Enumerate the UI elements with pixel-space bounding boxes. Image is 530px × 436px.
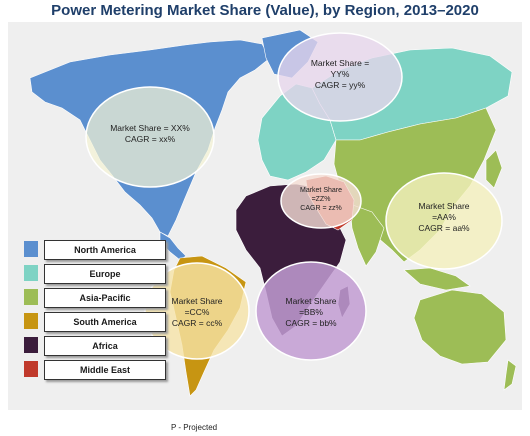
legend-label-south-america: South America	[44, 312, 166, 332]
legend-swatch-south-america	[24, 313, 38, 329]
legend-swatch-africa	[24, 337, 38, 353]
asia-pacific-bubble-text: Market Share =AA% CAGR = aa%	[400, 201, 488, 234]
legend-label-asia-pacific: Asia-Pacific	[44, 288, 166, 308]
legend-label-europe: Europe	[44, 264, 166, 284]
africa-share-value: =BB%	[299, 307, 323, 317]
south-america-share-label: Market Share	[171, 296, 223, 306]
india-shape	[349, 203, 385, 267]
europe-cagr: CAGR = yy%	[314, 80, 366, 90]
legend-swatch-europe	[24, 265, 38, 281]
north-america-bubble	[85, 86, 215, 188]
europe-bubble	[277, 32, 403, 122]
north-america-share: Market Share = XX%	[110, 123, 190, 133]
legend-swatch-middle-east	[24, 361, 38, 377]
africa-share-label: Market Share	[285, 296, 337, 306]
north-america-bubble-text: Market Share = XX% CAGR = xx%	[96, 123, 204, 145]
legend-item-south-america: South America	[24, 312, 166, 332]
footnote: P - Projected	[171, 423, 218, 432]
asia-pacific-share-value: =AA%	[432, 212, 456, 222]
legend-item-north-america: North America	[24, 240, 166, 260]
middle-east-bubble-text: Market Share =ZZ% CAGR = zz%	[291, 186, 351, 213]
europe-share-value: YY%	[330, 69, 350, 79]
africa-bubble	[255, 261, 367, 361]
europe-share-label: Market Share =	[310, 58, 370, 68]
middle-east-bubble	[280, 173, 362, 229]
legend-label-north-america: North America	[44, 240, 166, 260]
asia-pacific-cagr: CAGR = aa%	[418, 223, 470, 233]
legend-item-middle-east: Middle East	[24, 360, 166, 380]
legend-label-africa: Africa	[44, 336, 166, 356]
north-america-cagr: CAGR = xx%	[124, 134, 176, 144]
europe-bubble-text: Market Share = YY% CAGR = yy%	[290, 58, 390, 91]
middle-east-cagr: CAGR = zz%	[300, 205, 342, 212]
south-america-bubble	[144, 262, 250, 360]
south-america-cagr: CAGR = cc%	[171, 318, 223, 328]
legend-label-middle-east: Middle East	[44, 360, 166, 380]
africa-bubble-text: Market Share =BB% CAGR = bb%	[270, 296, 352, 329]
south-america-bubble-text: Market Share =CC% CAGR = cc%	[155, 296, 239, 329]
asia-pacific-share-label: Market Share	[418, 201, 470, 211]
new-zealand-shape	[503, 359, 517, 391]
middle-east-share-label: Market Share	[299, 187, 343, 194]
legend-item-africa: Africa	[24, 336, 166, 356]
middle-east-share-value: =ZZ%	[311, 196, 331, 203]
legend-item-asia-pacific: Asia-Pacific	[24, 288, 166, 308]
australia-shape	[413, 289, 507, 365]
south-america-share-value: =CC%	[184, 307, 210, 317]
legend-item-europe: Europe	[24, 264, 166, 284]
legend-swatch-north-america	[24, 241, 38, 257]
asia-pacific-bubble	[385, 172, 503, 270]
japan-shape	[485, 149, 503, 189]
legend-swatch-asia-pacific	[24, 289, 38, 305]
africa-cagr: CAGR = bb%	[285, 318, 337, 328]
map-title: Power Metering Market Share (Value), by …	[51, 2, 479, 19]
indonesia-shape	[403, 267, 471, 291]
